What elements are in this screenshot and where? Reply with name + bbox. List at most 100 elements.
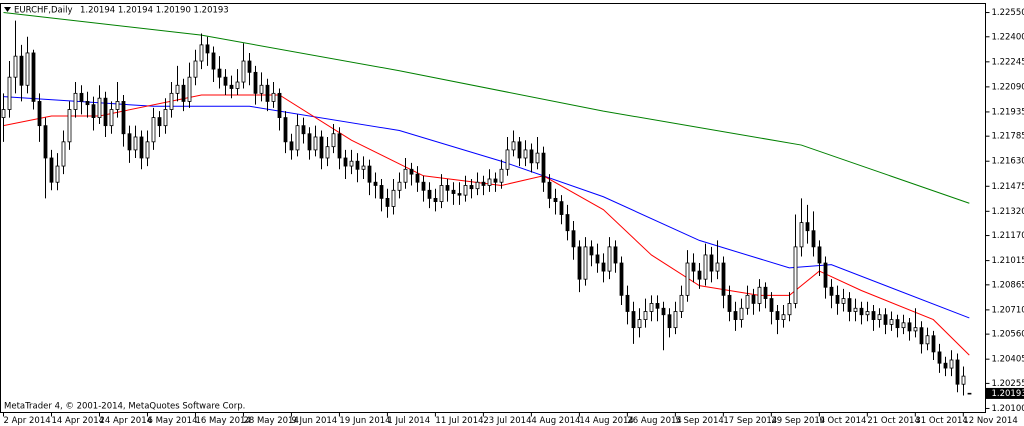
candle-body	[655, 303, 660, 309]
candle-body	[691, 262, 696, 272]
candle-body	[187, 76, 192, 102]
candle-body	[865, 311, 870, 316]
candle-body	[925, 335, 930, 345]
x-tick-label: 11 Jul 2014	[435, 416, 483, 426]
candle-body	[367, 165, 372, 183]
candle-body	[91, 104, 96, 118]
candle-body	[769, 298, 774, 312]
candle-body	[715, 262, 720, 272]
candle-body	[511, 141, 516, 151]
candle-body	[505, 149, 510, 170]
candle-body	[37, 101, 42, 127]
candle-body	[541, 152, 546, 183]
x-tick-label: 28 May 2014	[243, 416, 298, 426]
candle-body	[247, 60, 252, 73]
candle-body	[385, 197, 390, 207]
last-price-box	[985, 387, 1024, 399]
candle-body	[295, 125, 300, 151]
candle-body	[841, 298, 846, 304]
candle-body	[823, 262, 828, 288]
candle-body	[931, 335, 936, 353]
candle-body	[349, 160, 354, 167]
candle-body	[223, 76, 228, 86]
candle-body	[871, 311, 876, 320]
candle-body	[133, 136, 138, 151]
candle-body	[85, 101, 90, 106]
candle-body	[559, 201, 564, 215]
candle-body	[103, 97, 108, 127]
candle-body	[361, 165, 366, 170]
candle-body	[787, 303, 792, 316]
candle-body	[877, 314, 882, 320]
candle-body	[913, 327, 918, 332]
candle-body	[883, 314, 888, 325]
candle-body	[901, 322, 906, 329]
candle-body	[409, 168, 414, 175]
y-tick-label: 1.20865	[992, 280, 1024, 290]
candle-body	[613, 246, 618, 264]
y-tick-label: 1.20100	[992, 404, 1024, 414]
candle-body	[355, 160, 360, 170]
candle-body	[211, 52, 216, 70]
candle-body	[7, 76, 12, 110]
candle-body	[685, 262, 690, 296]
candle-body	[643, 311, 648, 320]
x-tick-label: 21 Oct 2014	[867, 416, 920, 426]
candle-body	[805, 222, 810, 232]
candle-body	[673, 311, 678, 329]
candle-body	[607, 246, 612, 272]
candle-body	[283, 117, 288, 143]
x-tick-label: 29 Sep 2014	[771, 416, 825, 426]
moving-average	[3, 96, 970, 319]
candle-body	[307, 133, 312, 151]
candle-body	[265, 84, 270, 102]
candle-body	[943, 362, 948, 369]
x-tick-label: 17 Sep 2014	[723, 416, 777, 426]
candle-body	[853, 307, 858, 312]
x-tick-label: 4 Aug 2014	[531, 416, 580, 426]
candle-body	[109, 109, 114, 127]
candle-body	[19, 55, 24, 86]
candle-body	[949, 359, 954, 369]
candle-body	[793, 246, 798, 304]
candle-body	[679, 294, 684, 312]
y-tick-label: 1.21170	[992, 231, 1024, 241]
candle-body	[859, 307, 864, 316]
candle-body	[199, 44, 204, 62]
candle-body	[895, 319, 900, 329]
footer: MetaTrader 4, © 2001-2014, MetaQuotes So…	[4, 402, 245, 412]
candle-body	[577, 246, 582, 280]
y-tick-label: 1.20560	[992, 330, 1024, 340]
candle-body	[271, 92, 276, 102]
candle-body	[391, 189, 396, 207]
candle-body	[25, 52, 30, 86]
y-tick-label: 1.21015	[992, 256, 1024, 266]
y-tick-label: 1.21785	[992, 132, 1024, 142]
candle-body	[499, 168, 504, 183]
y-tick-label: 1.21630	[992, 157, 1024, 167]
x-tick-label: 5 Sep 2014	[675, 416, 723, 426]
candle-body	[763, 286, 768, 299]
candle-body	[757, 286, 762, 304]
y-tick-label: 1.22090	[992, 82, 1024, 92]
candle-body	[31, 52, 36, 102]
candle-body	[697, 270, 702, 280]
candle-body	[43, 125, 48, 159]
y-tick-label: 1.21320	[992, 207, 1024, 217]
candle-body	[481, 181, 486, 186]
x-tick-label: 31 Oct 2014	[915, 416, 968, 426]
candle-body	[547, 181, 552, 199]
candle-body	[181, 84, 186, 102]
candle-body	[277, 92, 282, 118]
candle-body	[589, 246, 594, 256]
candle-body	[667, 314, 672, 329]
candle-body	[961, 375, 966, 385]
last-price-label: 1.20193	[992, 389, 1024, 399]
candle-body	[739, 307, 744, 320]
candle-body	[907, 322, 912, 332]
candle-body	[817, 246, 822, 264]
candle-body	[235, 81, 240, 89]
candle-body	[835, 294, 840, 304]
candle-body	[67, 109, 72, 143]
candle-body	[175, 84, 180, 94]
